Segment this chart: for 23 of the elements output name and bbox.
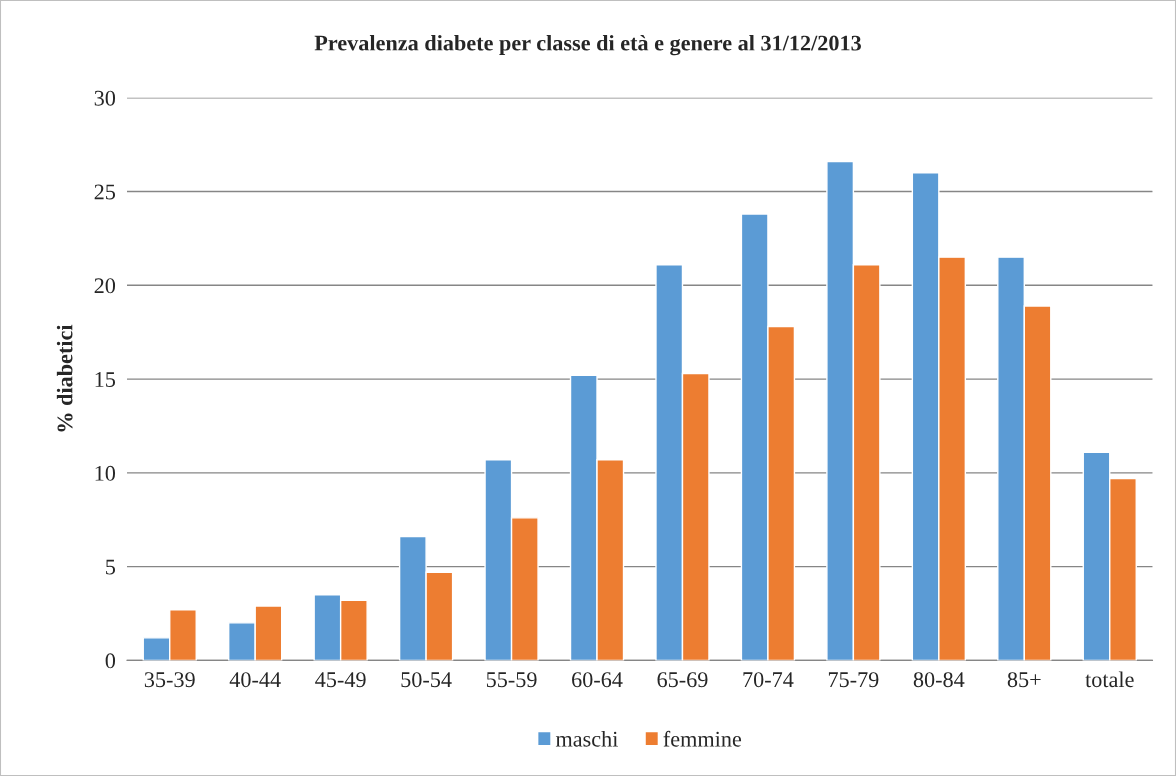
y-tick-label: 25 <box>94 184 116 200</box>
x-tick-label: 70-74 <box>743 672 794 688</box>
y-tick-label: 10 <box>95 465 116 481</box>
y-tick-label: 0 <box>105 653 116 669</box>
y-tick-label: 30 <box>94 90 116 106</box>
x-tick-label: 65-69 <box>657 672 708 688</box>
x-tick-label: 40-44 <box>229 672 281 688</box>
y-axis-title: % diabetici <box>56 324 73 432</box>
y-tick-label: 5 <box>106 559 116 575</box>
x-tick-label: 75-79 <box>828 672 879 688</box>
legend-label: femmine <box>663 730 742 747</box>
x-tick-label: 80-84 <box>913 672 965 688</box>
x-tick-label: 85+ <box>1007 672 1041 688</box>
legend-label: maschi <box>555 731 618 747</box>
x-tick-label: 50-54 <box>401 672 452 688</box>
chart-title: Prevalenza diabete per classe di età e genere al 31/12/2013 <box>314 34 861 56</box>
x-tick-label: 55-59 <box>486 672 537 688</box>
x-tick-label: 45-49 <box>315 672 366 688</box>
x-tick-label: 35-39 <box>144 672 195 688</box>
x-tick-label: 60-64 <box>572 672 623 688</box>
y-tick-label: 20 <box>94 278 116 294</box>
x-tick-label: totale <box>1085 671 1134 688</box>
y-tick-label: 15 <box>95 372 116 387</box>
